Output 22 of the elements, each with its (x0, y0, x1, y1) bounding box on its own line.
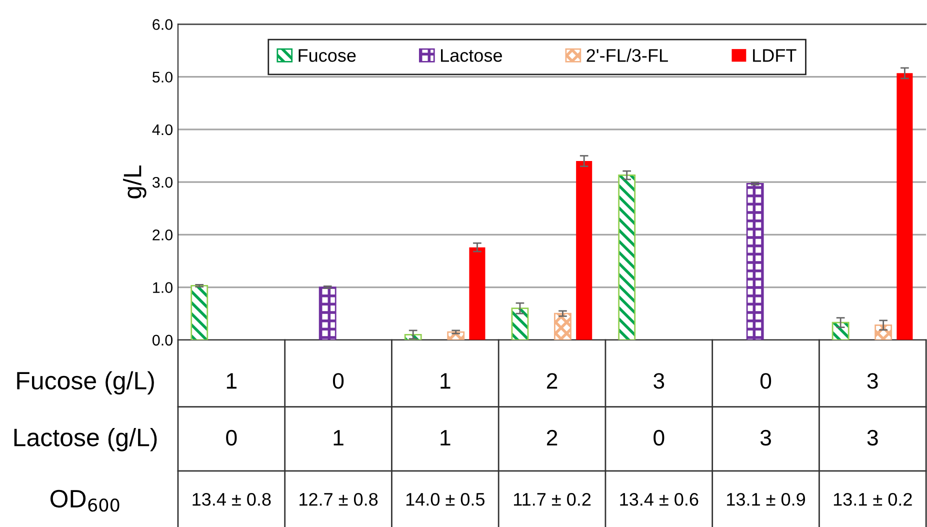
legend-label: LDFT (753, 49, 796, 62)
y-tick-label: 0.0 (152, 334, 173, 346)
category-label: 2 2 11.7 ± 0.2 (514, 373, 591, 506)
category-label: 1 0 13.4 ± 0.8 (192, 373, 271, 506)
y-axis-title: g/L (123, 166, 146, 198)
y-tick-label: 2.0 (152, 230, 173, 240)
category-label: 3 0 13.4 ± 0.6 (620, 373, 698, 506)
y-tick-label: 6.0 (152, 19, 173, 30)
legend-label: Fucose (298, 49, 356, 62)
text: Lactose (g/L) (14, 428, 157, 452)
legend-label: 2'-FL/3-FL (586, 48, 668, 62)
text: OD$_{600}$ (50, 490, 120, 512)
category-label: 1 1 14.0 ± 0.5 (406, 373, 484, 506)
y-tick-label: 3.0 (152, 176, 173, 188)
y-tick-label: 1.0 (153, 282, 173, 293)
y-tick-label: 5.0 (152, 72, 173, 83)
category-label: 0 1 12.7 ± 0.8 (300, 373, 378, 506)
text: Fucose (g/L) (17, 371, 154, 394)
category-label: 3 3 13.1 ± 0.2 (834, 373, 912, 506)
y-tick-label: 4.0 (152, 124, 173, 136)
category-label: 0 3 13.1 ± 0.9 (727, 373, 806, 506)
legend-label: Lactose (441, 49, 502, 62)
